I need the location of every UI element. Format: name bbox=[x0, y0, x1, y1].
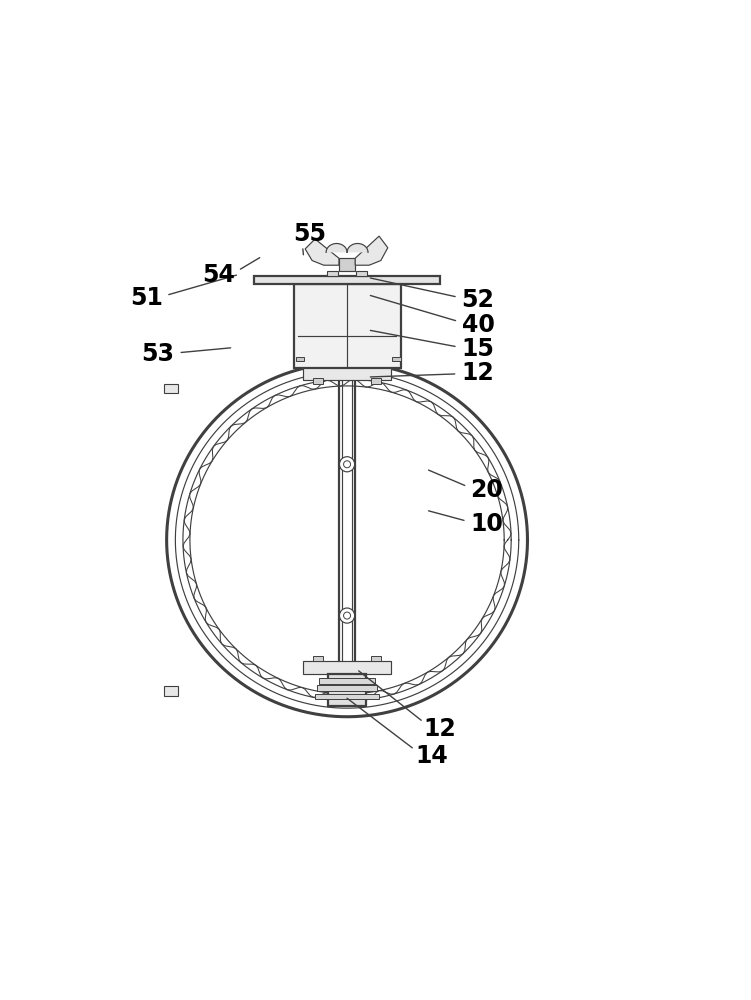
Text: 10: 10 bbox=[470, 512, 503, 536]
Bar bbox=[315, 694, 379, 699]
Text: 14: 14 bbox=[415, 744, 448, 768]
Bar bbox=[303, 368, 391, 380]
Polygon shape bbox=[347, 244, 368, 252]
Bar bbox=[303, 661, 391, 674]
Bar bbox=[356, 271, 367, 276]
Polygon shape bbox=[305, 239, 339, 265]
Bar bbox=[371, 378, 382, 384]
Polygon shape bbox=[326, 244, 347, 252]
Text: 51: 51 bbox=[130, 286, 163, 310]
Bar bbox=[328, 674, 366, 706]
Bar bbox=[164, 686, 178, 696]
Bar bbox=[294, 284, 400, 368]
Text: 20: 20 bbox=[470, 478, 503, 502]
Bar bbox=[312, 378, 323, 384]
Text: 52: 52 bbox=[462, 288, 494, 312]
Bar bbox=[164, 384, 178, 393]
Bar bbox=[339, 258, 355, 271]
Bar bbox=[371, 656, 382, 661]
Bar bbox=[327, 271, 338, 276]
Bar bbox=[254, 276, 440, 284]
Text: 54: 54 bbox=[203, 263, 236, 287]
Circle shape bbox=[339, 608, 354, 623]
Text: 55: 55 bbox=[293, 222, 326, 246]
Bar bbox=[319, 678, 375, 684]
Circle shape bbox=[339, 457, 354, 472]
Text: 12: 12 bbox=[424, 717, 457, 741]
Text: 53: 53 bbox=[141, 342, 174, 366]
Text: 15: 15 bbox=[462, 337, 494, 361]
Text: 40: 40 bbox=[462, 313, 494, 337]
Bar bbox=[296, 357, 304, 361]
Bar bbox=[312, 656, 323, 661]
Text: 12: 12 bbox=[462, 361, 494, 385]
Bar bbox=[317, 685, 377, 691]
Bar bbox=[393, 357, 400, 361]
Polygon shape bbox=[355, 236, 388, 265]
